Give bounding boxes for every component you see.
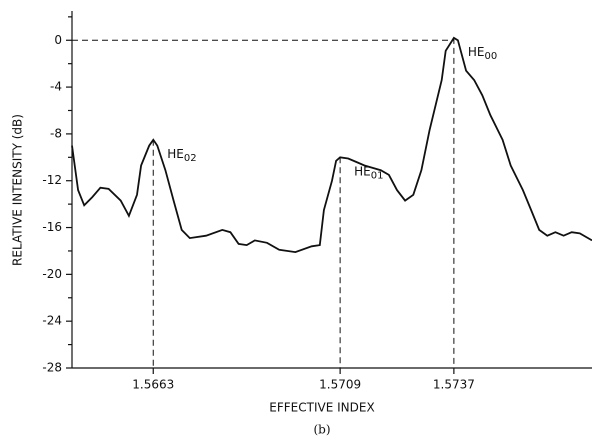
y-axis-label: RELATIVE INTENSITY (dB) — [11, 114, 25, 266]
x-tick-label: 1.5737 — [433, 378, 475, 392]
x-tick-label: 1.5663 — [132, 378, 174, 392]
y-tick-label: -4 — [50, 80, 62, 94]
peak-label: HE01 — [354, 164, 383, 182]
caption: (b) — [313, 423, 330, 437]
y-tick-label: -12 — [42, 173, 62, 187]
y-tick-label: 0 — [54, 33, 62, 47]
curve — [71, 36, 592, 254]
y-tick-label: -8 — [50, 126, 62, 140]
peak-label-sub: 01 — [371, 170, 384, 181]
peak-label-text: HE — [468, 44, 485, 58]
x-tick-label: 1.5709 — [319, 378, 361, 392]
peak-label: HE02 — [167, 146, 196, 164]
peak-label-text: HE — [167, 146, 184, 160]
peak-label-sub: 02 — [184, 153, 197, 164]
y-tick-label: -24 — [42, 314, 62, 328]
peak-label-text: HE — [354, 164, 371, 178]
y-tick-label: -20 — [42, 267, 62, 281]
peak-label-sub: 00 — [484, 51, 497, 62]
y-tick-label: -16 — [42, 220, 62, 234]
peak-label: HE00 — [468, 44, 497, 62]
y-tick-label: -28 — [42, 361, 62, 375]
x-axis-label: EFFECTIVE INDEX — [269, 401, 374, 415]
